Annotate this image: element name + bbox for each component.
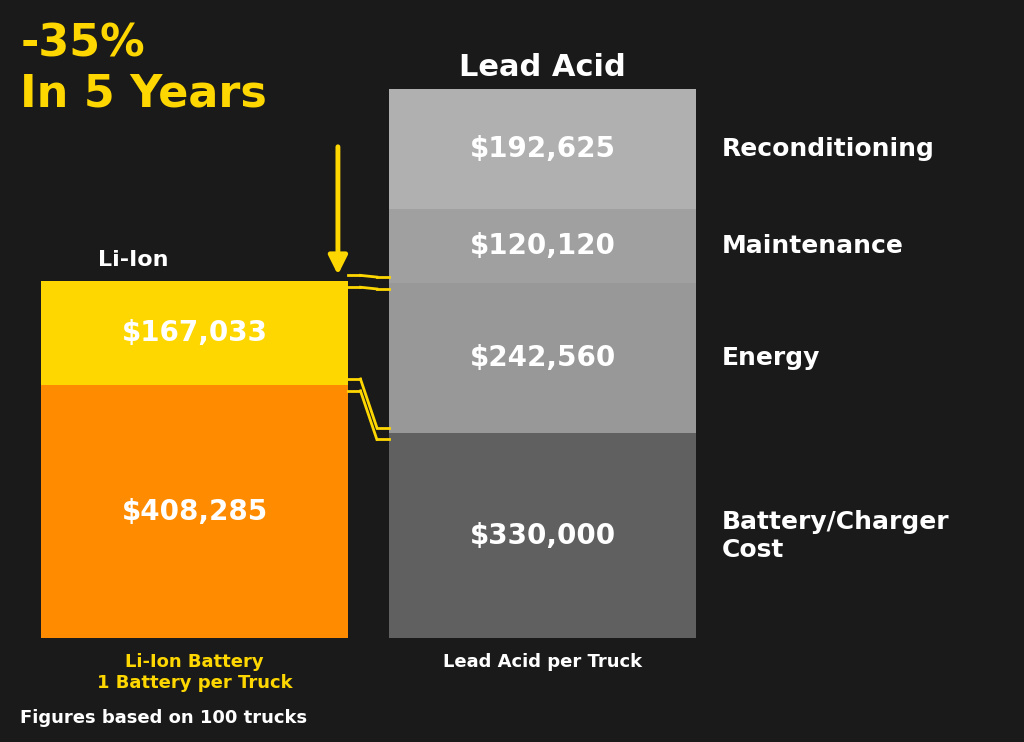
Text: Battery/Charger
Cost: Battery/Charger Cost [722,510,949,562]
Text: Li-Ion: Li-Ion [98,250,168,270]
Bar [389,209,696,283]
Text: $330,000: $330,000 [470,522,615,550]
Bar [41,385,348,638]
Bar [389,89,696,209]
Text: $167,033: $167,033 [122,319,267,347]
Text: $408,285: $408,285 [122,497,267,525]
Text: Lead Acid: Lead Acid [460,53,626,82]
Bar [389,433,696,638]
Text: $120,120: $120,120 [470,232,615,260]
Text: Maintenance: Maintenance [722,234,904,257]
Text: -35%
In 5 Years: -35% In 5 Years [20,22,267,115]
Bar [41,281,348,385]
Text: $192,625: $192,625 [470,135,615,162]
Text: Energy: Energy [722,347,820,370]
Text: $242,560: $242,560 [470,344,615,372]
Text: Lead Acid per Truck: Lead Acid per Truck [443,653,642,671]
Text: Reconditioning: Reconditioning [722,137,935,161]
Bar [389,283,696,433]
Text: Li-Ion Battery
1 Battery per Truck: Li-Ion Battery 1 Battery per Truck [96,653,293,692]
Text: Figures based on 100 trucks: Figures based on 100 trucks [20,709,307,727]
